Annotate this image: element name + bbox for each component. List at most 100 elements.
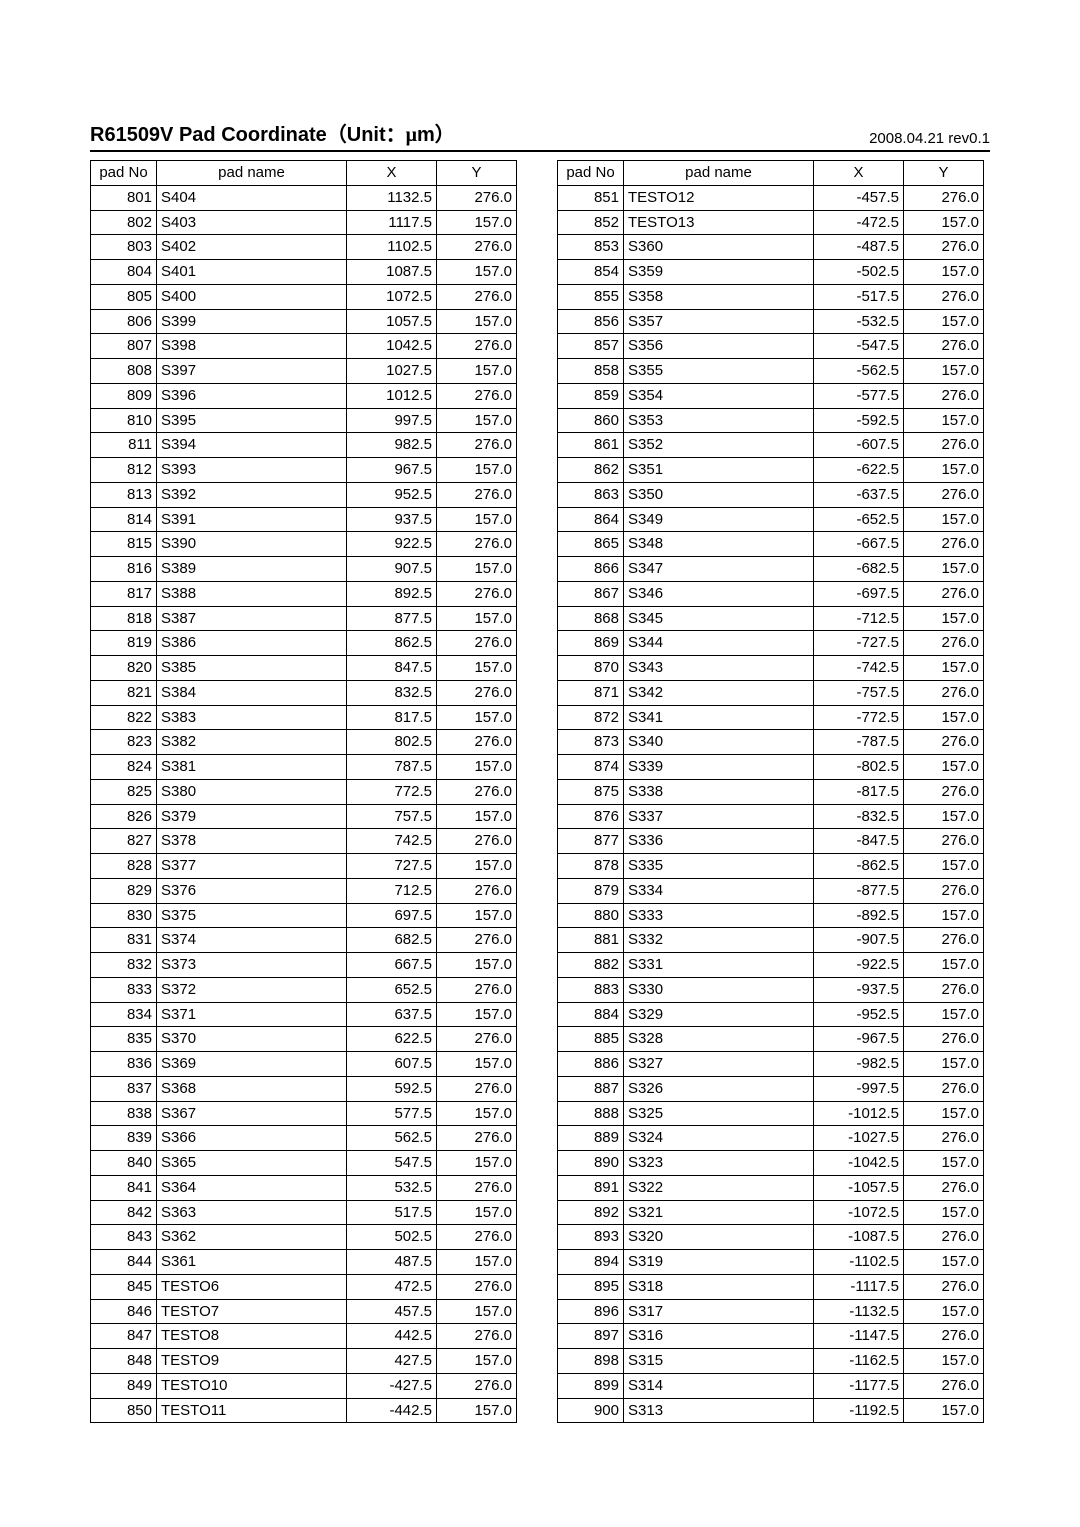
cell-y: 157.0 <box>904 1002 984 1027</box>
cell-x: -997.5 <box>814 1076 904 1101</box>
cell-x: 1102.5 <box>347 235 437 260</box>
cell-padno: 861 <box>558 433 624 458</box>
cell-padname: S341 <box>624 705 814 730</box>
cell-y: 276.0 <box>437 383 517 408</box>
cell-x: -427.5 <box>347 1373 437 1398</box>
cell-y: 157.0 <box>437 606 517 631</box>
cell-padno: 887 <box>558 1076 624 1101</box>
table-row: 848TESTO9427.5157.0 <box>91 1349 517 1374</box>
cell-padname: S382 <box>157 730 347 755</box>
cell-y: 157.0 <box>437 309 517 334</box>
cell-y: 157.0 <box>437 1299 517 1324</box>
cell-padno: 864 <box>558 507 624 532</box>
cell-padno: 863 <box>558 482 624 507</box>
table-row: 849TESTO10-427.5276.0 <box>91 1373 517 1398</box>
cell-padno: 858 <box>558 359 624 384</box>
cell-y: 276.0 <box>437 631 517 656</box>
cell-y: 276.0 <box>904 1274 984 1299</box>
cell-y: 276.0 <box>437 482 517 507</box>
cell-padno: 810 <box>91 408 157 433</box>
cell-padname: S400 <box>157 284 347 309</box>
cell-padno: 860 <box>558 408 624 433</box>
cell-y: 157.0 <box>437 1052 517 1077</box>
cell-padno: 851 <box>558 185 624 210</box>
cell-x: -1072.5 <box>814 1200 904 1225</box>
cell-padname: S403 <box>157 210 347 235</box>
cell-padname: S315 <box>624 1349 814 1374</box>
cell-padname: S353 <box>624 408 814 433</box>
table-row: 878S335-862.5157.0 <box>558 854 984 879</box>
cell-x: 937.5 <box>347 507 437 532</box>
col-y-header: Y <box>904 161 984 186</box>
table-row: 810S395997.5157.0 <box>91 408 517 433</box>
cell-x: -967.5 <box>814 1027 904 1052</box>
cell-x: 1132.5 <box>347 185 437 210</box>
cell-y: 157.0 <box>904 854 984 879</box>
cell-x: 802.5 <box>347 730 437 755</box>
cell-x: -952.5 <box>814 1002 904 1027</box>
cell-padname: S362 <box>157 1225 347 1250</box>
cell-y: 276.0 <box>904 482 984 507</box>
cell-padno: 836 <box>91 1052 157 1077</box>
cell-y: 276.0 <box>904 1126 984 1151</box>
unit-close: m） <box>417 124 455 146</box>
table-row: 825S380772.5276.0 <box>91 779 517 804</box>
table-row: 817S388892.5276.0 <box>91 581 517 606</box>
cell-y: 276.0 <box>904 383 984 408</box>
cell-y: 276.0 <box>437 1076 517 1101</box>
cell-padname: S347 <box>624 557 814 582</box>
cell-y: 157.0 <box>437 903 517 928</box>
cell-padname: S397 <box>157 359 347 384</box>
cell-padno: 878 <box>558 854 624 879</box>
cell-padname: S375 <box>157 903 347 928</box>
table-row: 845TESTO6472.5276.0 <box>91 1274 517 1299</box>
cell-y: 276.0 <box>904 1175 984 1200</box>
cell-y: 276.0 <box>904 829 984 854</box>
cell-padno: 838 <box>91 1101 157 1126</box>
table-row: 812S393967.5157.0 <box>91 458 517 483</box>
table-row: 806S3991057.5157.0 <box>91 309 517 334</box>
cell-x: -727.5 <box>814 631 904 656</box>
cell-x: 952.5 <box>347 482 437 507</box>
cell-y: 276.0 <box>904 928 984 953</box>
cell-y: 276.0 <box>904 235 984 260</box>
cell-x: -877.5 <box>814 878 904 903</box>
table-row: 859S354-577.5276.0 <box>558 383 984 408</box>
table-row: 816S389907.5157.0 <box>91 557 517 582</box>
tables-container: pad No pad name X Y 801S4041132.5276.080… <box>90 160 990 1423</box>
cell-y: 157.0 <box>904 1250 984 1275</box>
cell-x: -667.5 <box>814 532 904 557</box>
cell-x: -1177.5 <box>814 1373 904 1398</box>
cell-padname: S332 <box>624 928 814 953</box>
cell-padname: S361 <box>157 1250 347 1275</box>
cell-padno: 884 <box>558 1002 624 1027</box>
cell-padname: S345 <box>624 606 814 631</box>
cell-padno: 894 <box>558 1250 624 1275</box>
cell-x: -577.5 <box>814 383 904 408</box>
cell-x: 577.5 <box>347 1101 437 1126</box>
cell-x: 607.5 <box>347 1052 437 1077</box>
cell-y: 157.0 <box>904 1299 984 1324</box>
cell-padname: S348 <box>624 532 814 557</box>
cell-padno: 881 <box>558 928 624 953</box>
cell-x: 877.5 <box>347 606 437 631</box>
cell-padname: S355 <box>624 359 814 384</box>
table-row: 818S387877.5157.0 <box>91 606 517 631</box>
table-row: 858S355-562.5157.0 <box>558 359 984 384</box>
cell-x: 1057.5 <box>347 309 437 334</box>
cell-padname: S367 <box>157 1101 347 1126</box>
cell-x: 652.5 <box>347 977 437 1002</box>
cell-padno: 829 <box>91 878 157 903</box>
table-row: 891S322-1057.5276.0 <box>558 1175 984 1200</box>
cell-padname: S343 <box>624 656 814 681</box>
cell-x: -982.5 <box>814 1052 904 1077</box>
cell-padno: 850 <box>91 1398 157 1423</box>
cell-padno: 855 <box>558 284 624 309</box>
table-header-row: pad No pad name X Y <box>91 161 517 186</box>
cell-padno: 898 <box>558 1349 624 1374</box>
cell-x: -457.5 <box>814 185 904 210</box>
cell-y: 157.0 <box>437 1200 517 1225</box>
cell-padno: 896 <box>558 1299 624 1324</box>
cell-y: 276.0 <box>437 878 517 903</box>
cell-padno: 805 <box>91 284 157 309</box>
